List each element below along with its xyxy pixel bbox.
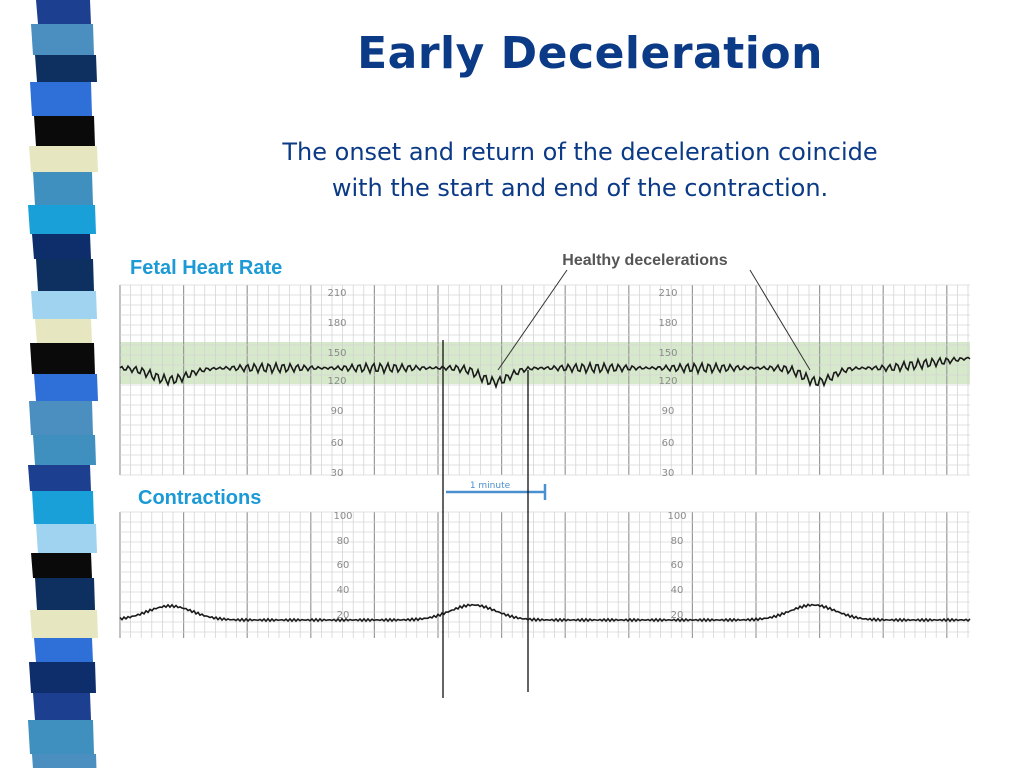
fhr-tick-label: 210 [327,288,346,299]
toco-tick-label: 20 [671,610,684,621]
fhr-label: Fetal Heart Rate [128,257,285,280]
fhr-tick-label: 90 [331,406,344,417]
annotation-pointer [497,269,568,371]
toco-tick-label: 40 [337,585,350,596]
annotation-pointer [749,269,811,371]
fhr-tick-label: 120 [658,376,677,387]
toco-grid-background [120,512,970,638]
annotation-label: Healthy decelerations [562,252,728,269]
fhr-trace [119,356,971,390]
slide-title: Early Deceleration [357,28,823,79]
fhr-tick-label: 30 [662,468,675,479]
subtitle-line-1: The onset and return of the deceleration… [282,138,878,166]
decorative-stripe [0,0,120,772]
fhr-tick-label: 30 [331,468,344,479]
scale-bar-label: 1 minute [470,481,511,491]
fhr-tick-label: 180 [658,318,677,329]
fhr-tick-label: 60 [662,438,675,449]
fhr-tick-label: 60 [331,438,344,449]
fhr-tick-label: 150 [327,348,346,359]
fhr-tick-label: 120 [327,376,346,387]
toco-tick-label: 60 [671,560,684,571]
toco-tick-label: 60 [337,560,350,571]
contractions-label: Contractions [136,487,264,510]
toco-tick-label: 20 [337,610,350,621]
ctg-strip: 210 180 150 120 90 60 30 210 180 150 120 90 60 30 100 8… [119,252,971,698]
toco-tick-label: 80 [337,536,350,547]
toco-tick-label: 40 [671,585,684,596]
fhr-tick-label: 90 [662,406,675,417]
toco-tick-label: 100 [667,511,686,522]
toco-tick-label: 100 [333,511,352,522]
fhr-tick-label: 210 [658,288,677,299]
toco-tick-label: 80 [671,536,684,547]
fhr-tick-label: 150 [658,348,677,359]
subtitle-line-2: with the start and end of the contractio… [331,174,829,202]
contraction-trace [119,603,971,623]
fhr-tick-label: 180 [327,318,346,329]
